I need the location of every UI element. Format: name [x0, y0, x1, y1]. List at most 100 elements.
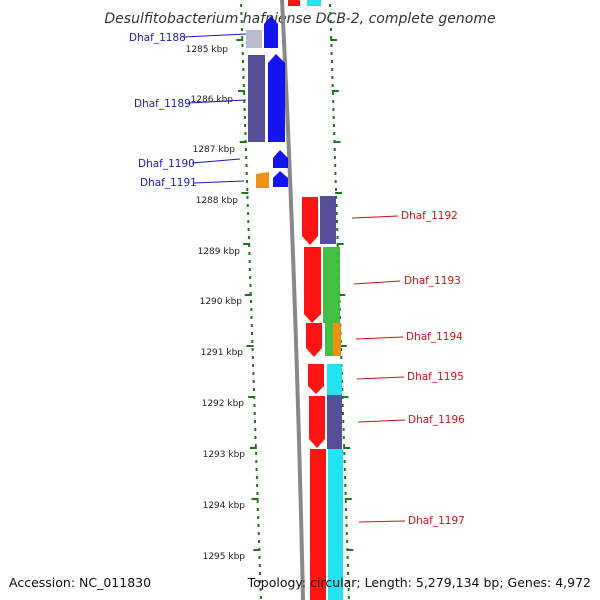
- gene-feature[interactable]: [246, 30, 262, 48]
- gene-label[interactable]: Dhaf_1192: [401, 210, 458, 222]
- tick-dot: [253, 404, 256, 407]
- gene-feature[interactable]: [304, 247, 321, 323]
- gene-feature[interactable]: [306, 323, 322, 357]
- tick-dot: [240, 12, 243, 15]
- leader-line: [187, 99, 247, 104]
- gene-label[interactable]: Dhaf_1197: [408, 515, 465, 527]
- kbp-label: 1285 kbp: [186, 45, 229, 55]
- tick-dot: [248, 260, 251, 263]
- tick-dot: [331, 76, 334, 79]
- tick-dot: [252, 372, 255, 375]
- tick-dot: [334, 180, 337, 183]
- gene-label[interactable]: Dhaf_1193: [404, 275, 461, 287]
- tick-major: [251, 498, 259, 500]
- gene-feature[interactable]: [273, 171, 288, 187]
- gene-feature[interactable]: [309, 396, 325, 448]
- tick-dot: [257, 532, 260, 535]
- gene-feature[interactable]: [248, 55, 265, 142]
- tick-major: [344, 498, 352, 500]
- gene-feature[interactable]: [268, 54, 285, 142]
- tick-dot: [252, 388, 255, 391]
- gene-label[interactable]: Dhaf_1190: [138, 158, 195, 170]
- leader-line: [193, 180, 245, 184]
- tick-dot: [248, 268, 251, 271]
- tick-dot: [242, 60, 244, 63]
- gene-feature[interactable]: [308, 364, 324, 394]
- tick-dot: [333, 156, 336, 159]
- tick-dot: [256, 492, 259, 495]
- tick-dot: [343, 468, 346, 471]
- leader-line: [358, 520, 406, 523]
- tick-dot: [253, 412, 256, 415]
- tick-dot: [251, 348, 254, 351]
- tick-dot: [244, 132, 247, 135]
- tick-major: [243, 243, 251, 245]
- gene-features: [246, 0, 343, 600]
- tick-dot: [241, 44, 244, 47]
- kbp-label: 1287 kbp: [193, 145, 236, 155]
- tick-dot: [340, 356, 343, 359]
- tick-dot: [247, 236, 250, 239]
- gene-feature[interactable]: [327, 364, 342, 395]
- gene-feature[interactable]: [256, 172, 269, 188]
- gene-feature[interactable]: [320, 196, 336, 244]
- gene-feature[interactable]: [302, 197, 318, 245]
- tick-dot: [258, 556, 261, 559]
- gene-label[interactable]: Dhaf_1188: [129, 32, 186, 44]
- gene-label[interactable]: Dhaf_1194: [406, 331, 463, 343]
- tick-dot: [247, 212, 250, 215]
- tick-dot: [251, 356, 254, 359]
- gene-feature[interactable]: [328, 449, 343, 600]
- gene-label[interactable]: Dhaf_1195: [407, 371, 464, 383]
- leader-line: [357, 419, 406, 423]
- tick-dot: [346, 540, 349, 543]
- tick-dot: [254, 444, 257, 447]
- gene-feature[interactable]: [273, 150, 288, 168]
- gene-label[interactable]: Dhaf_1189: [134, 98, 191, 110]
- tick-dot: [347, 588, 350, 591]
- tick-dot: [344, 476, 347, 479]
- tick-dot: [342, 428, 345, 431]
- tick-dot: [246, 196, 249, 199]
- gene-label[interactable]: Dhaf_1196: [408, 414, 465, 426]
- gene-feature[interactable]: [307, 0, 321, 6]
- gene-feature[interactable]: [310, 449, 326, 600]
- tick-dot: [345, 516, 348, 519]
- tick-dot: [255, 476, 258, 479]
- tick-dot: [245, 156, 248, 159]
- tick-dot: [343, 452, 346, 455]
- tick-major: [236, 39, 244, 41]
- gene-feature[interactable]: [333, 323, 341, 356]
- genome-backbone: [280, 0, 305, 600]
- tick-dot: [341, 404, 344, 407]
- tick-dot: [243, 108, 246, 111]
- tick-major: [343, 447, 351, 449]
- tick-tracks: [236, 4, 354, 599]
- gene-feature[interactable]: [323, 247, 340, 323]
- tick-dot: [248, 252, 251, 255]
- tick-dot: [255, 452, 258, 455]
- tick-dot: [245, 172, 248, 175]
- tick-dot: [329, 28, 332, 31]
- tick-dot: [247, 228, 250, 231]
- tick-dot: [345, 508, 348, 511]
- gene-label[interactable]: Dhaf_1191: [140, 177, 197, 189]
- gene-feature[interactable]: [327, 395, 342, 449]
- tick-dot: [258, 564, 261, 567]
- tick-major: [341, 396, 349, 398]
- tick-major: [339, 345, 347, 347]
- tick-dot: [247, 220, 250, 223]
- map-title: Desulfitobacterium hafniense DCB-2, comp…: [104, 11, 495, 27]
- kbp-scale: 1285 kbp 1286 kbp 1287 kbp 1288 kbp 1289…: [186, 45, 246, 562]
- tick-dot: [342, 420, 345, 423]
- tick-dot: [336, 220, 338, 223]
- tick-dot: [257, 524, 260, 527]
- gene-feature[interactable]: [325, 323, 333, 356]
- gene-feature[interactable]: [288, 0, 300, 6]
- tick-dot: [255, 468, 258, 471]
- tick-dot: [252, 364, 255, 367]
- gene-feature[interactable]: [264, 16, 278, 48]
- tick-dot: [242, 76, 245, 79]
- tick-dot: [254, 436, 257, 439]
